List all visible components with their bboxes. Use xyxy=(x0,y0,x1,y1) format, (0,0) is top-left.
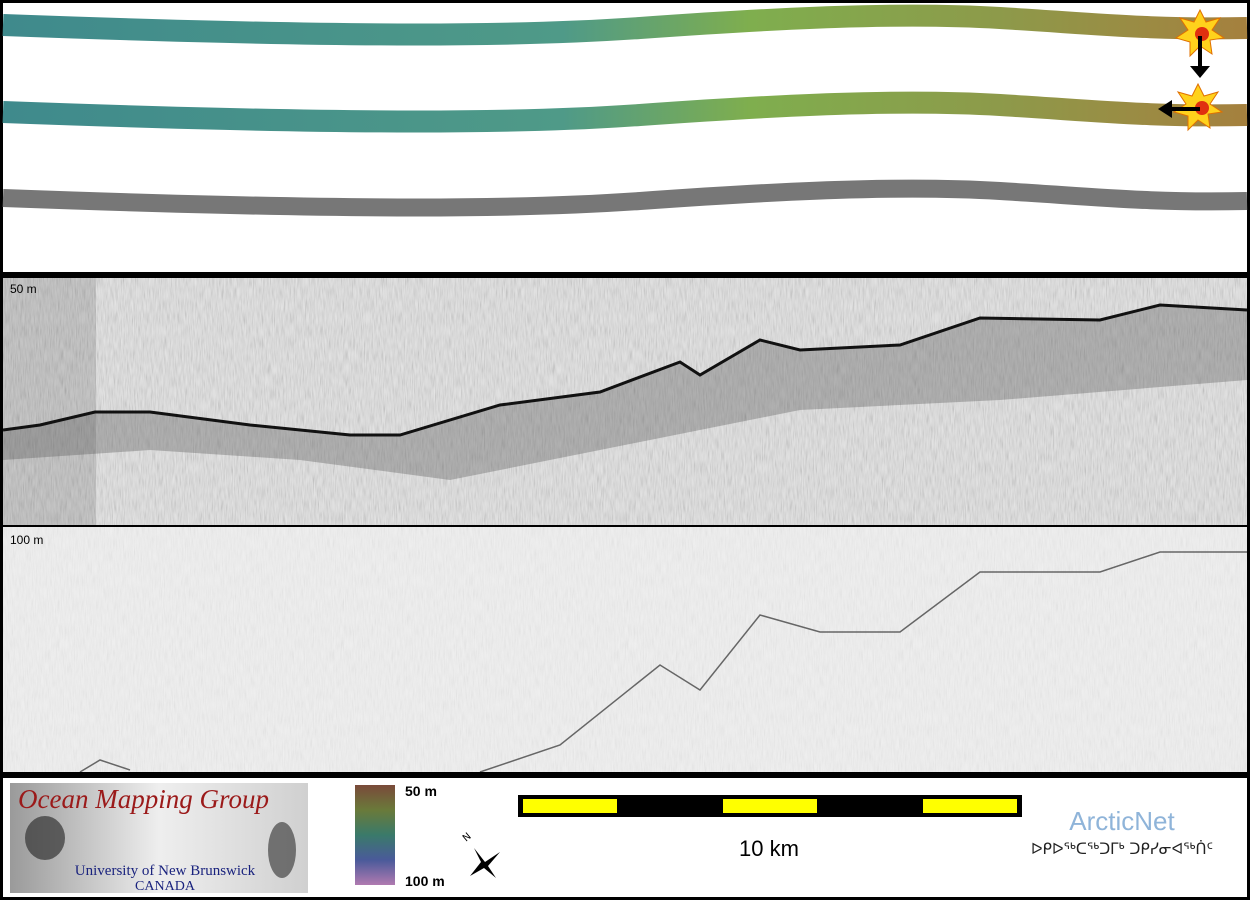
depth-label: 100 m xyxy=(10,533,43,547)
color-scale-top: 50 m xyxy=(405,783,437,799)
scale-bar xyxy=(518,795,1022,817)
logo-title: Ocean Mapping Group xyxy=(18,784,269,814)
logo-graphic xyxy=(268,822,296,878)
seafloor-line xyxy=(79,551,1247,772)
arcticnet-name: ArcticNet xyxy=(1069,806,1175,836)
swath-strip xyxy=(2,4,1248,46)
color-scale xyxy=(355,785,395,885)
backscatter-strip xyxy=(2,179,1248,217)
marker xyxy=(1174,8,1226,78)
swath-strip xyxy=(2,91,1248,133)
sonar-panel xyxy=(3,527,1247,772)
marker xyxy=(1158,82,1224,132)
scale-label: 10 km xyxy=(739,836,799,861)
seafloor-line xyxy=(3,303,1247,437)
arcticnet-inuktitut: ᐅᑭᐅᖅᑕᖅᑐᒥᒃ ᑐᑭᓯᓂᐊᖅᑏᑦ xyxy=(1031,840,1213,858)
logo-graphic xyxy=(25,816,65,860)
sonar-panel xyxy=(3,278,1247,525)
logo-university: University of New Brunswick xyxy=(75,863,256,879)
map-panel xyxy=(3,3,1247,272)
logo-country: CANADA xyxy=(135,879,196,894)
depth-label: 50 m xyxy=(10,282,37,296)
color-scale-bottom: 100 m xyxy=(405,873,445,889)
